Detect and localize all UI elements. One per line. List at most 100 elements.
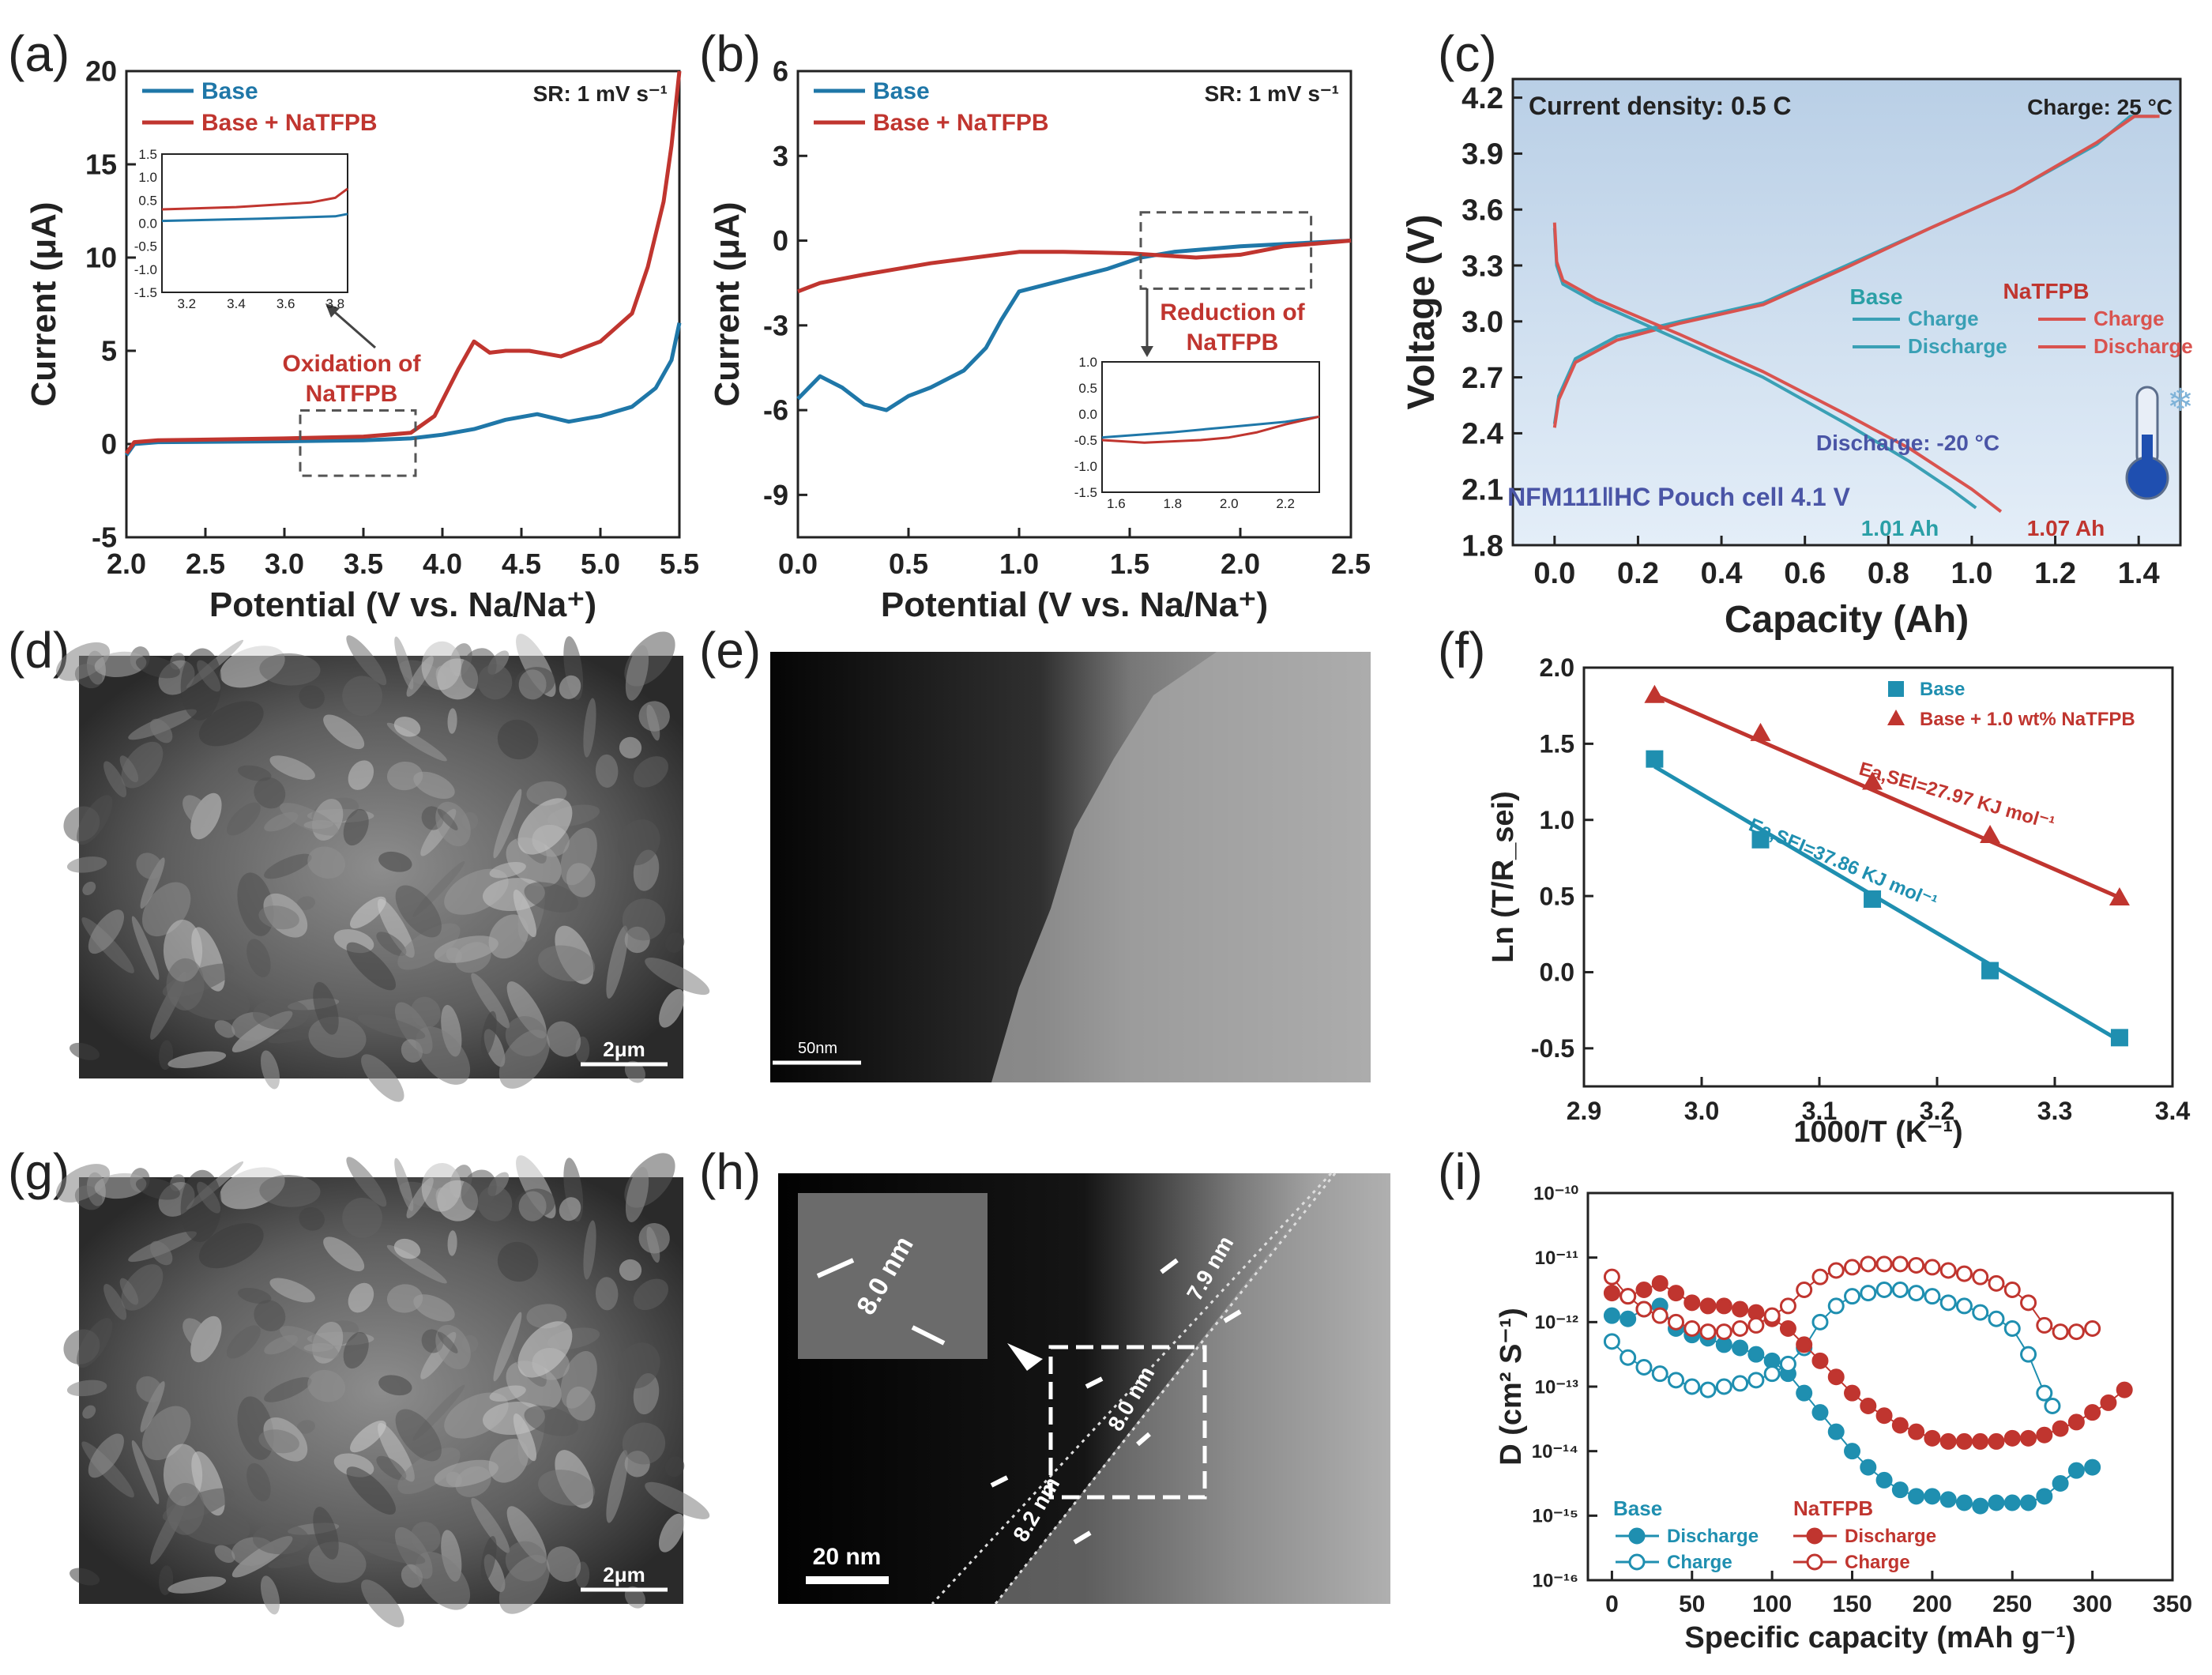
chart-i-point-natfpb-charge <box>1635 1300 1653 1318</box>
chart-c-current-density: Current density: 0.5 C <box>1529 92 1792 120</box>
chart-a-inset-ytick: 1.5 <box>138 147 157 162</box>
chart-i-point-natfpb-discharge <box>1827 1368 1845 1386</box>
chart-i-point-natfpb-charge <box>1908 1256 1925 1274</box>
micrograph-d-grain <box>214 1020 235 1038</box>
chart-a-xlabel: Potential (V vs. Na/Na⁺) <box>209 585 596 624</box>
micrograph-g-grain <box>103 1283 127 1320</box>
micrograph-d-grain <box>346 942 396 991</box>
micrograph-g-grain <box>246 1462 271 1502</box>
chart-i-legend-swatch-marker <box>1628 1553 1646 1571</box>
chart-f-xtick-label: 3.3 <box>2037 1097 2072 1125</box>
chart-i-point-base-charge <box>1668 1372 1685 1389</box>
chart-c-xtick-label: 1.0 <box>1951 557 1993 590</box>
chart-a-ytick-label: 15 <box>85 149 117 181</box>
micrograph-g-grain <box>386 1284 423 1313</box>
micrograph-d-grain <box>182 795 211 827</box>
chart-a-highlight-box <box>299 409 417 477</box>
chart-i-point-natfpb-charge <box>2052 1323 2069 1341</box>
chart-f-legend-natfpb: Base + 1.0 wt% NaTFPB <box>1920 709 2135 730</box>
chart-b-inset-ytick: -1.5 <box>1074 485 1097 500</box>
micrograph-g-grain <box>665 1456 685 1477</box>
chart-b-inset-xtick: 1.8 <box>1163 496 1182 511</box>
micrograph-h-arrow <box>1085 1376 1104 1389</box>
chart-i-point-natfpb-discharge <box>2100 1394 2117 1411</box>
chart-b-inset-series <box>1101 415 1320 444</box>
micrograph-g-grain <box>461 1169 497 1211</box>
chart-i-point-natfpb-charge <box>1955 1265 1973 1282</box>
chart-c-discharge-temp: Discharge: -20 °C <box>1816 431 1999 455</box>
micrograph-h-arrow <box>816 1258 855 1278</box>
chart-i-point-natfpb-discharge <box>1635 1282 1653 1298</box>
chart-b-ytick-label: 0 <box>773 224 788 257</box>
chart-i-point-natfpb-charge <box>1891 1255 1909 1273</box>
chart-b-callout-line1: Reduction of <box>1160 299 1305 326</box>
chart-b-ytick-label: -3 <box>763 309 788 341</box>
chart-i-xtick-label: 150 <box>1832 1591 1872 1617</box>
micrograph-g-grain <box>167 1576 227 1594</box>
micrograph-g-grain <box>447 1230 457 1256</box>
micrograph-g-grain <box>342 1197 383 1238</box>
chart-i-point-natfpb-charge <box>1747 1316 1765 1334</box>
chart-b-inset-ytick: 0.5 <box>1078 381 1097 396</box>
micrograph-d-grain <box>395 885 442 938</box>
chart-a-xtick-label: 2.5 <box>186 548 225 580</box>
chart-f-ytick-label: 0.5 <box>1540 882 1574 910</box>
micrograph-g-grain <box>259 1175 321 1207</box>
chart-i-point-natfpb-discharge <box>1779 1320 1796 1337</box>
chart-i-point-natfpb-charge <box>1668 1313 1685 1331</box>
micrograph-g-grain <box>489 1385 526 1402</box>
micrograph-g-grain <box>70 1568 100 1586</box>
chart-b-xtick-label: 1.0 <box>999 548 1039 580</box>
chart-i-xtick-label: 100 <box>1752 1591 1792 1617</box>
chart-f-point-natfpb <box>2109 887 2130 906</box>
micrograph-g-grain <box>198 1223 264 1269</box>
micrograph-g-grain <box>617 1342 660 1389</box>
chart-f-ytick-label: 1.5 <box>1540 730 1574 758</box>
chart-i-point-base-discharge <box>1732 1339 1749 1357</box>
chart-i-xtick-label: 50 <box>1679 1591 1705 1617</box>
micrograph-g-grain <box>135 1177 180 1200</box>
micrograph-g-grain <box>566 1386 596 1421</box>
chart-i-point-base-discharge <box>1939 1491 1957 1508</box>
micrograph-d-grain <box>135 656 180 679</box>
micrograph-g-grain <box>237 1288 272 1304</box>
thermometer-fill-icon <box>2142 435 2153 470</box>
chart-i-point-base-charge <box>1860 1285 1877 1302</box>
micrograph-d-grain <box>397 923 461 970</box>
micrograph-g-grain <box>361 1579 404 1628</box>
chart-c-legend-label: Charge <box>1908 307 1979 330</box>
micrograph-g-grain <box>131 1440 160 1504</box>
chart-i-point-natfpb-discharge <box>1988 1432 2005 1450</box>
micrograph-g-grain <box>376 1455 407 1481</box>
chart-a-inset-ytick: 0.0 <box>138 216 157 231</box>
chart-a-inset-ytick: 0.5 <box>138 193 157 208</box>
micrograph-g-grain <box>296 1420 315 1434</box>
chart-b-callout-arrowhead <box>1141 346 1153 357</box>
chart-i-point-base-charge <box>1763 1365 1781 1383</box>
micrograph-g-grain <box>518 1191 547 1221</box>
chart-b-annotation: SR: 1 mV s⁻¹ <box>1205 81 1339 106</box>
chart-i-point-base-charge <box>1732 1375 1749 1392</box>
chart-b-frame <box>796 70 1352 539</box>
chart-i-point-natfpb-charge <box>1620 1288 1637 1305</box>
micrograph-d-grain <box>437 808 458 830</box>
chart-f-point-base <box>2110 1029 2128 1047</box>
micrograph-h-zoom-box <box>1048 1345 1207 1500</box>
micrograph-d-grain <box>299 685 325 710</box>
chart-i-point-natfpb-discharge <box>1924 1429 1941 1447</box>
micrograph-d-grain <box>559 675 581 699</box>
micrograph-d-grain <box>66 856 107 873</box>
chart-i-point-natfpb-charge <box>1683 1320 1701 1337</box>
micrograph-g-grain <box>166 1482 205 1535</box>
panel-label-e: (e) <box>699 622 761 679</box>
micrograph-g-grain <box>416 1551 471 1610</box>
chart-f-ytick-label: 1.0 <box>1540 806 1574 834</box>
micrograph-d-grain <box>546 1021 581 1057</box>
chart-i-point-natfpb-charge <box>1651 1307 1668 1324</box>
micrograph-g-grain <box>497 1241 539 1282</box>
micrograph-g-grain <box>393 1238 421 1259</box>
micrograph-d-grain <box>361 1054 404 1102</box>
chart-i-point-natfpb-charge <box>1844 1259 1861 1276</box>
snowflake-icon: ❄ <box>2167 383 2194 418</box>
chart-i-point-base-discharge <box>2084 1459 2101 1476</box>
